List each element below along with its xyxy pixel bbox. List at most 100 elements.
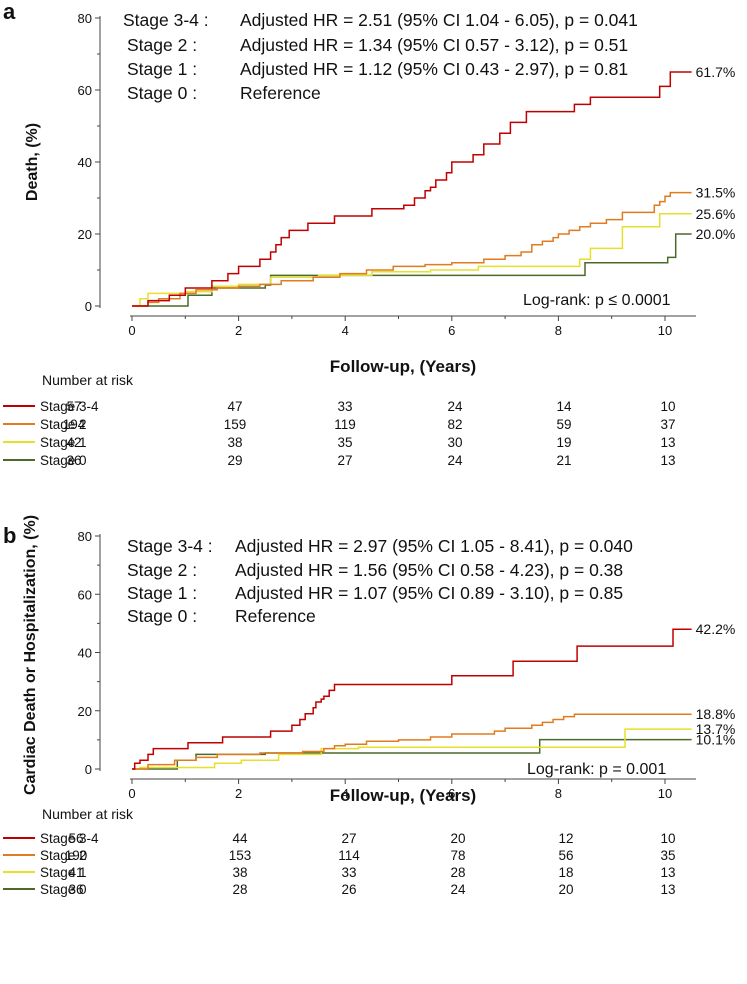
risk-value: 37 [660,417,675,432]
y-tick-label: 80 [78,11,92,26]
hr-table: Stage 3-4 : Adjusted HR = 2.97 (95% CI 1… [127,536,633,626]
risk-value: 20 [558,882,573,897]
risk-value: 10 [660,831,675,846]
y-tick-label: 60 [78,83,92,98]
end-label: 10.1% [696,732,736,748]
risk-value: 26 [341,882,356,897]
risk-value: 24 [447,453,463,468]
axis-ticks: 0 20 40 60 80 0 2 4 6 8 10 [78,529,673,801]
risk-row-name: Stage 2 [40,848,87,863]
y-tick-label: 40 [78,646,92,661]
risk-value: 56 [68,831,83,846]
hr-stage-label: Stage 1 : [127,583,197,603]
risk-value: 13 [660,453,675,468]
risk-value: 41 [68,865,83,880]
risk-value: 24 [447,399,463,414]
risk-row-name: Stage 1 [40,865,87,880]
risk-value: 159 [224,417,247,432]
risk-value: 35 [337,435,352,450]
end-label: 31.5% [696,185,736,201]
risk-row-name: Stage 3-4 [40,399,99,414]
x-axis-title: Follow-up, (Years) [330,786,476,805]
risk-value: 28 [450,865,465,880]
hr-stage-label: Stage 1 : [127,59,197,79]
risk-value: 33 [341,865,356,880]
hr-stage-label: Stage 0 : [127,606,197,626]
hr-value: Adjusted HR = 2.97 (95% CI 1.05 - 8.41),… [235,536,633,556]
hr-stage-label: Stage 2 : [127,560,197,580]
curve-stage-1 [132,213,692,307]
risk-value: 38 [227,435,242,450]
risk-value: 24 [450,882,466,897]
risk-value: 10 [660,399,675,414]
y-tick-label: 20 [78,704,92,719]
x-tick-label: 2 [235,786,242,801]
risk-row-name: Stage 0 [40,453,87,468]
risk-value: 47 [227,399,242,414]
risk-value: 28 [232,882,247,897]
hr-value: Reference [235,606,316,626]
panel-label: a [3,0,16,24]
hr-value: Adjusted HR = 2.51 (95% CI 1.04 - 6.05),… [240,10,638,30]
end-label: 25.6% [696,206,736,222]
risk-value: 56 [558,848,573,863]
x-tick-label: 8 [555,323,562,338]
risk-value: 27 [337,453,352,468]
x-tick-label: 4 [342,786,349,801]
risk-row-name: Stage 3-4 [40,831,99,846]
end-label: 18.8% [696,706,736,722]
y-axis-title: Cardiac Death or Hospitalization, (%) [22,515,39,795]
risk-value: 36 [66,453,81,468]
x-tick-label: 6 [448,786,455,801]
logrank-text: Log-rank: p ≤ 0.0001 [523,292,671,309]
hr-value: Adjusted HR = 1.12 (95% CI 0.43 - 2.97),… [240,59,628,79]
hr-value: Adjusted HR = 1.07 (95% CI 0.89 - 3.10),… [235,583,623,603]
risk-value: 30 [447,435,462,450]
risk-table-header: Number at risk [42,372,134,388]
end-label: 20.0% [696,226,736,242]
risk-value: 14 [556,399,572,414]
risk-value: 36 [68,882,83,897]
y-tick-label: 0 [85,299,92,314]
hr-value: Reference [240,83,321,103]
risk-table: Number at risk Stage 3-457 47 33 24 14 10Stag… [3,372,676,468]
risk-value: 153 [229,848,252,863]
risk-value: 29 [227,453,242,468]
risk-value: 78 [450,848,465,863]
hr-stage-label: Stage 2 : [127,35,197,55]
x-tick-label: 4 [342,323,349,338]
risk-value: 35 [660,848,675,863]
risk-value: 13 [660,435,675,450]
x-tick-label: 10 [658,323,672,338]
risk-value: 19 [556,435,571,450]
risk-value: 44 [232,831,248,846]
risk-value: 13 [660,865,675,880]
axis-ticks: 0 20 40 60 80 0 2 4 6 8 10 [78,11,673,338]
x-tick-label: 8 [555,786,562,801]
x-tick-label: 10 [658,786,672,801]
risk-value: 59 [556,417,571,432]
y-tick-label: 80 [78,529,92,544]
end-labels: 42.2% 18.8%13.7%10.1% [696,621,736,747]
hr-value: Adjusted HR = 1.56 (95% CI 0.58 - 4.23),… [235,560,623,580]
risk-row-name: Stage 0 [40,882,87,897]
x-tick-label: 6 [448,323,455,338]
logrank-text: Log-rank: p = 0.001 [527,761,666,778]
risk-value: 18 [558,865,573,880]
risk-value: 190 [65,848,88,863]
risk-row-name: Stage 2 [40,417,87,432]
risk-value: 57 [66,399,81,414]
risk-value: 114 [338,848,360,863]
y-tick-label: 0 [85,762,92,777]
risk-value: 13 [660,882,675,897]
curve-stage-2 [132,713,692,770]
hr-stage-label: Stage 0 : [127,83,197,103]
end-label: 13.7% [696,721,736,737]
y-tick-label: 60 [78,587,92,602]
risk-value: 194 [63,417,86,432]
risk-row-name: Stage 1 [40,435,87,450]
curve-stage-3-4 [132,628,692,770]
risk-value: 27 [341,831,356,846]
